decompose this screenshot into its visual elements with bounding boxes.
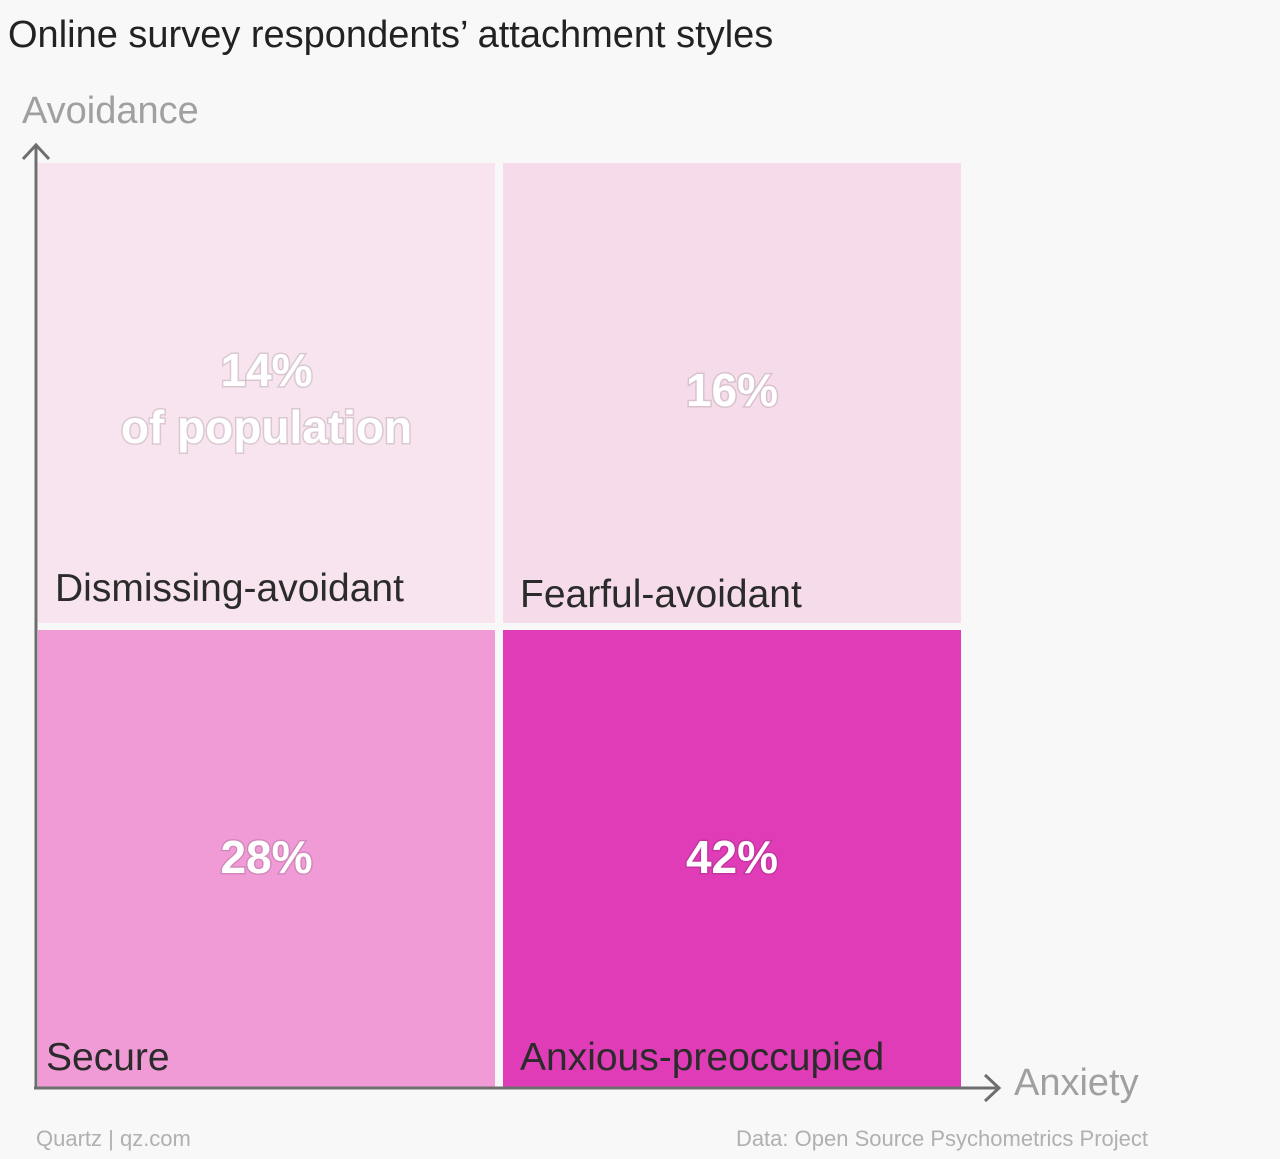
quadrant-value-fearful-avoidant: 16% bbox=[686, 364, 778, 416]
quadrant-secure bbox=[38, 630, 495, 1088]
quadrant-anxious-preoccupied bbox=[503, 630, 961, 1088]
x-axis-arrow-icon bbox=[983, 1073, 1002, 1103]
quadrant-fearful-avoidant bbox=[503, 163, 961, 623]
y-axis-arrow-icon bbox=[21, 142, 51, 161]
quadrant-sublabel-dismissing-avoidant: of population bbox=[121, 401, 412, 453]
quadrant-name-fearful-avoidant: Fearful-avoidant bbox=[520, 573, 802, 616]
quadrant-value-secure: 28% bbox=[220, 831, 312, 883]
quadrant-name-secure: Secure bbox=[46, 1036, 170, 1079]
quadrant-dismissing-avoidant bbox=[38, 163, 495, 623]
chart-title: Online survey respondents’ attachment st… bbox=[8, 14, 774, 56]
x-axis-label: Anxiety bbox=[1014, 1062, 1139, 1104]
footer-source: Data: Open Source Psychometrics Project bbox=[735, 1126, 1148, 1151]
quadrant-value-dismissing-avoidant: 14% bbox=[220, 344, 312, 396]
quadrant-value-anxious-preoccupied: 42% bbox=[686, 831, 778, 883]
footer-credit: Quartz | qz.com bbox=[36, 1126, 191, 1151]
y-axis-label: Avoidance bbox=[22, 90, 199, 132]
quadrant-name-dismissing-avoidant: Dismissing-avoidant bbox=[55, 567, 404, 610]
quadrant-name-anxious-preoccupied: Anxious-preoccupied bbox=[520, 1036, 884, 1079]
